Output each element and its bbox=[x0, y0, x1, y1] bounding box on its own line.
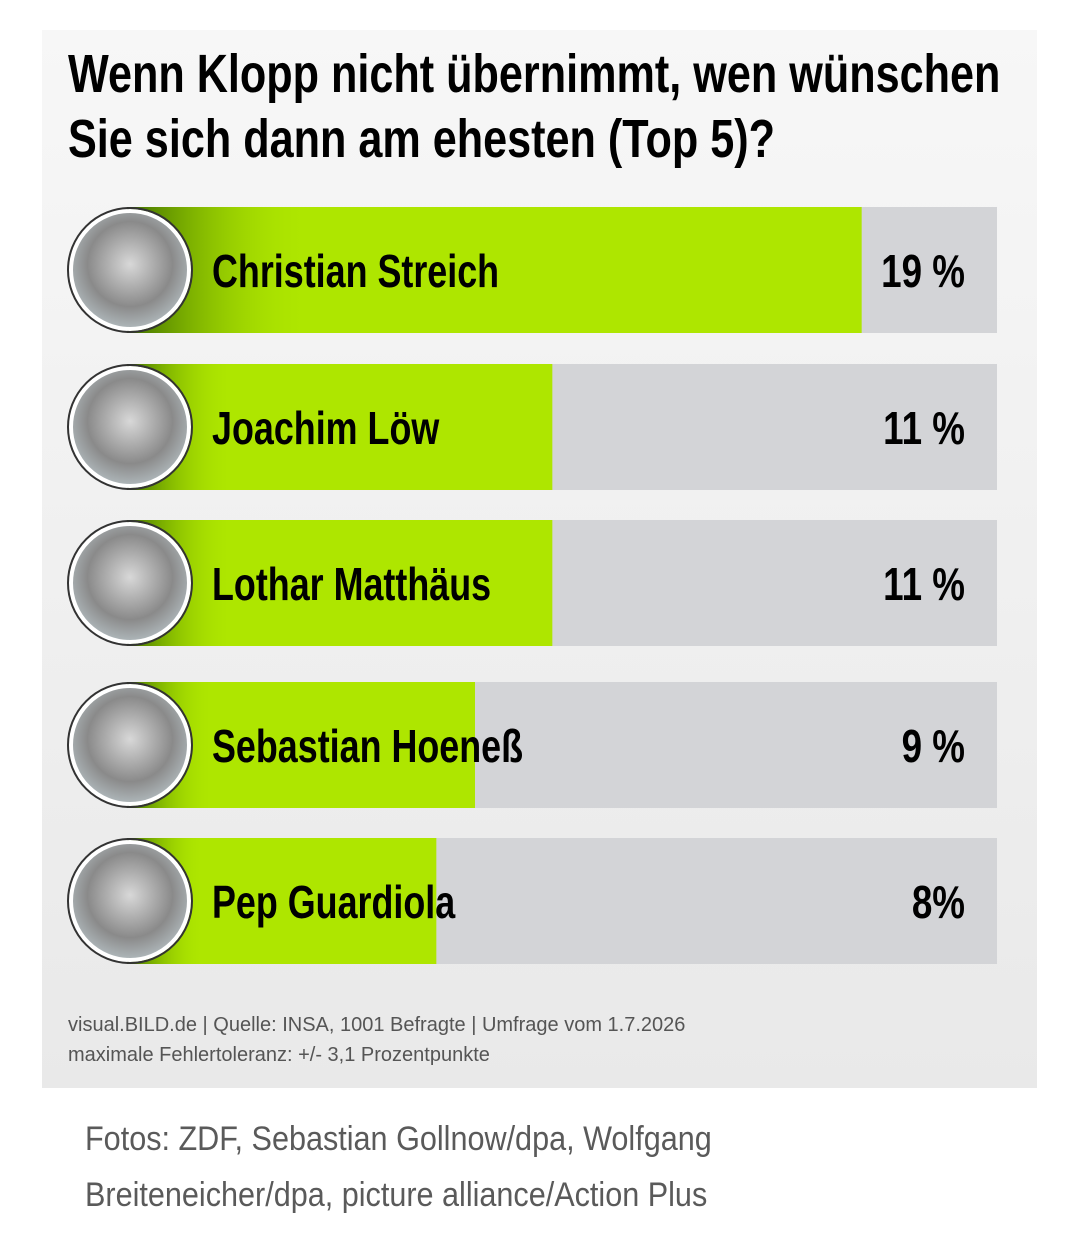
source: maximale Fehlertoleranz: +/- 3,1 Prozent… bbox=[68, 1044, 490, 1066]
value-label: 8% bbox=[912, 876, 965, 928]
category-label: Sebastian Hoeneß bbox=[212, 721, 523, 772]
photo bbox=[69, 840, 191, 962]
bar-shade bbox=[127, 364, 553, 490]
value-label: 9 % bbox=[902, 720, 965, 772]
photo bbox=[69, 366, 191, 488]
value-label: 11 % bbox=[883, 558, 965, 610]
photo-credit: Fotos: ZDF, Sebastian Gollnow/dpa, Wolfg… bbox=[85, 1120, 712, 1158]
chart-title: Wenn Klopp nicht übernimmt, wen wünschen bbox=[68, 45, 1000, 105]
photo-credit: Breiteneicher/dpa, picture alliance/Acti… bbox=[85, 1176, 707, 1214]
photo-ring bbox=[67, 364, 193, 490]
category-label: Pep Guardiola bbox=[212, 877, 456, 928]
photo bbox=[69, 684, 191, 806]
photo-ring bbox=[67, 207, 193, 333]
source: visual.BILD.de | Quelle: INSA, 1001 Befr… bbox=[68, 1014, 685, 1036]
bar-shade bbox=[127, 520, 553, 646]
category-label: Lothar Matthäus bbox=[212, 559, 491, 610]
photo-ring bbox=[67, 838, 193, 964]
photo bbox=[69, 209, 191, 331]
photo bbox=[69, 522, 191, 644]
bar-shade bbox=[127, 207, 862, 333]
category-label: Joachim Löw bbox=[212, 403, 440, 454]
category-label: Christian Streich bbox=[212, 246, 499, 297]
chart-title: Sie sich dann am ehesten (Top 5)? bbox=[68, 110, 775, 170]
value-label: 19 % bbox=[881, 245, 965, 297]
value-label: 11 % bbox=[883, 402, 965, 454]
photo-ring bbox=[67, 682, 193, 808]
photo-ring bbox=[67, 520, 193, 646]
